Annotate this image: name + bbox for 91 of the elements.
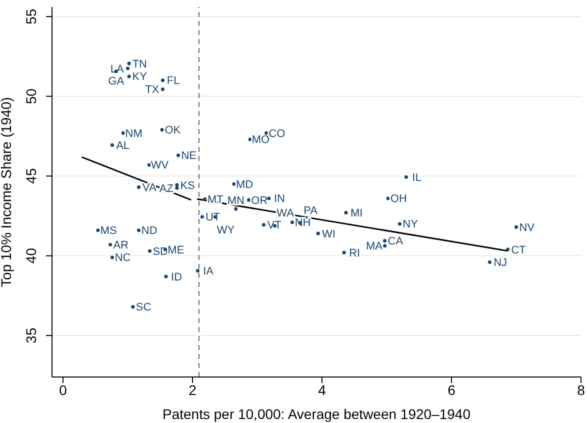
x-tick-label: 2 (188, 382, 197, 398)
point (200, 215, 204, 219)
x-tick-label: 4 (318, 382, 326, 398)
y-tick-label: 45 (23, 168, 39, 184)
point (136, 228, 141, 232)
point (176, 154, 180, 158)
data-label: OH (390, 193, 407, 206)
y-tick-label: 55 (23, 8, 39, 24)
point (131, 305, 135, 309)
point (160, 87, 165, 92)
y-tick-label: 40 (23, 248, 39, 264)
point (316, 232, 320, 236)
point (108, 242, 112, 246)
point (175, 183, 179, 187)
point (290, 220, 294, 224)
point (506, 248, 510, 252)
point (196, 268, 200, 273)
data-label: NY (402, 218, 419, 231)
point (514, 225, 518, 229)
point (127, 74, 131, 78)
point (148, 249, 152, 253)
data-label: ID (171, 271, 182, 284)
point (398, 222, 402, 226)
x-tick-label: 6 (448, 382, 456, 398)
x-axis-title: Patents per 10,000: Average between 1920–1940 (162, 406, 471, 422)
x-tick-label: 0 (59, 382, 68, 398)
data-label: MD (236, 178, 254, 191)
data-label: CA (388, 236, 404, 248)
data-label: SC (136, 302, 152, 314)
point (136, 185, 141, 190)
data-label: MA (366, 240, 384, 253)
data-label: CO (268, 128, 286, 140)
point (342, 250, 346, 254)
point (160, 78, 165, 82)
x-tick-label: 8 (577, 382, 586, 398)
data-label: RI (349, 247, 360, 260)
point (383, 244, 387, 248)
y-axis-title: Top 10% Income Share (1940) (0, 97, 14, 287)
point (262, 223, 266, 227)
data-label: VT (267, 220, 282, 232)
data-label: IN (274, 193, 286, 206)
data-label: ND (141, 225, 158, 238)
point (234, 207, 238, 211)
data-label: NM (125, 128, 142, 140)
point (203, 197, 207, 201)
data-label: MO (252, 134, 270, 146)
point (383, 239, 387, 243)
data-label: WY (216, 224, 236, 237)
point (110, 256, 114, 260)
point (126, 66, 130, 70)
data-label: FL (166, 75, 180, 88)
data-label: NC (114, 252, 131, 264)
data-label: NJ (494, 257, 508, 270)
data-label: OR (251, 194, 268, 207)
data-label: IL (412, 172, 422, 184)
data-label: PA (304, 204, 318, 217)
point (96, 228, 100, 232)
data-label: MI (350, 208, 363, 220)
data-label: WI (322, 228, 336, 240)
point (267, 196, 271, 200)
point (344, 210, 348, 215)
data-label: MS (100, 225, 117, 238)
point (127, 62, 131, 66)
point (264, 131, 268, 135)
data-label: KY (132, 71, 148, 84)
data-label: NV (519, 222, 536, 234)
data-label: ME (168, 244, 184, 256)
data-label: AR (113, 239, 129, 252)
data-label: MN (227, 194, 244, 207)
data-label: AL (116, 140, 130, 152)
point (175, 186, 179, 190)
y-tick-label: 35 (23, 328, 39, 344)
data-label: IA (203, 266, 214, 278)
point (488, 260, 492, 264)
data-label: VA (142, 182, 157, 194)
data-label: OK (164, 124, 182, 137)
data-label: WV (150, 160, 170, 172)
data-label: CT (511, 244, 526, 256)
y-tick-label: 50 (23, 88, 39, 104)
point (247, 198, 251, 202)
data-label: NE (181, 150, 196, 162)
data-label: KS (180, 180, 195, 192)
point (404, 175, 408, 179)
point (110, 143, 114, 147)
data-label: TN (132, 58, 148, 70)
point (232, 182, 236, 186)
point (160, 128, 164, 132)
point (164, 274, 168, 278)
data-label: UT (205, 212, 220, 224)
data-label: GA (108, 75, 125, 88)
data-label: TX (145, 84, 160, 96)
